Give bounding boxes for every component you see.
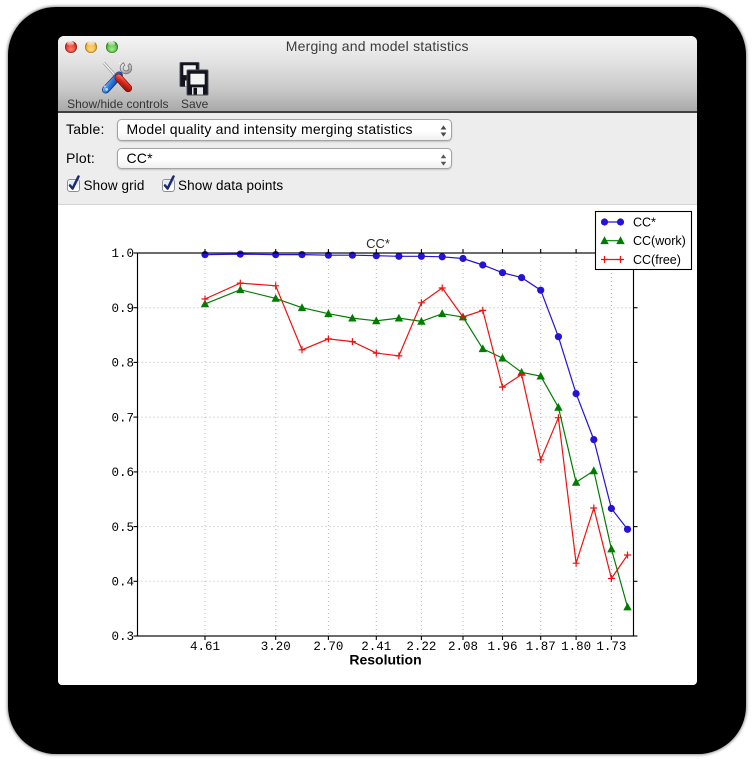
svg-text:CC*: CC*	[633, 215, 656, 229]
svg-text:3.20: 3.20	[261, 640, 291, 654]
svg-text:Resolution: Resolution	[349, 652, 421, 668]
svg-text:2.22: 2.22	[406, 640, 436, 654]
svg-text:1.80: 1.80	[561, 640, 591, 654]
svg-text:1.73: 1.73	[596, 640, 626, 654]
svg-text:0.9: 0.9	[111, 302, 134, 316]
svg-text:2.08: 2.08	[448, 640, 478, 654]
svg-text:1.0: 1.0	[111, 247, 134, 261]
svg-text:0.3: 0.3	[111, 630, 134, 644]
svg-text:0.7: 0.7	[111, 411, 134, 425]
svg-text:4.61: 4.61	[190, 640, 220, 654]
svg-text:2.70: 2.70	[313, 640, 343, 654]
svg-text:1.87: 1.87	[526, 640, 556, 654]
svg-text:2.41: 2.41	[361, 640, 391, 654]
svg-text:0.6: 0.6	[111, 466, 134, 480]
svg-text:CC*: CC*	[366, 236, 390, 251]
svg-text:CC(work): CC(work)	[633, 234, 686, 248]
svg-text:0.4: 0.4	[111, 576, 134, 590]
svg-text:1.96: 1.96	[487, 640, 517, 654]
svg-text:0.5: 0.5	[111, 521, 134, 535]
svg-text:0.8: 0.8	[111, 357, 134, 371]
svg-text:CC(free): CC(free)	[633, 253, 681, 267]
